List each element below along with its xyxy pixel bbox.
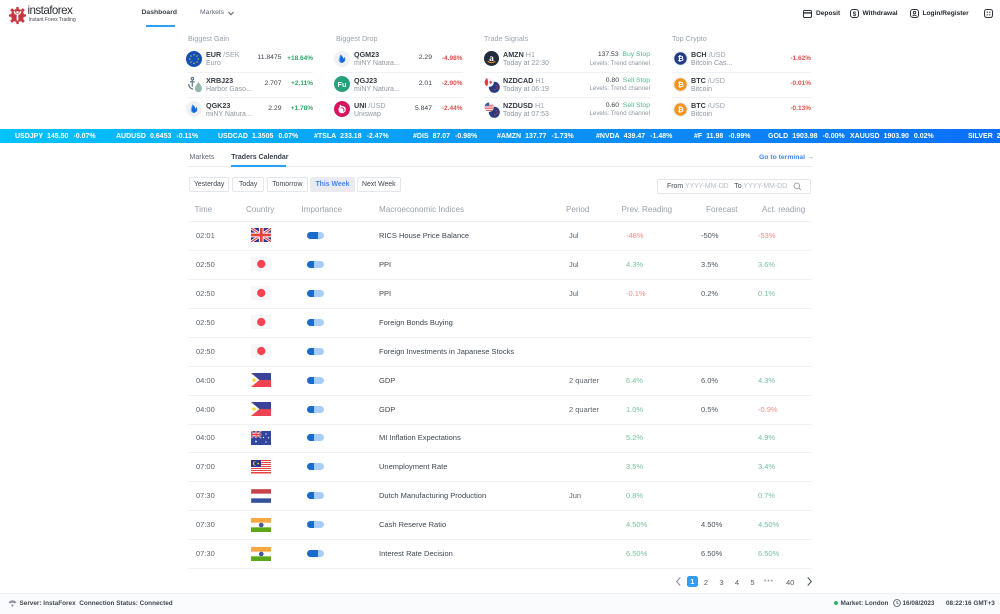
svg-text:₿: ₿ bbox=[677, 55, 683, 64]
svg-text:₿: ₿ bbox=[677, 80, 683, 89]
svg-text:a: a bbox=[489, 54, 494, 64]
svg-text:Fu: Fu bbox=[337, 80, 347, 89]
svg-text:₿: ₿ bbox=[677, 105, 683, 114]
svg-text:$: $ bbox=[853, 11, 857, 18]
